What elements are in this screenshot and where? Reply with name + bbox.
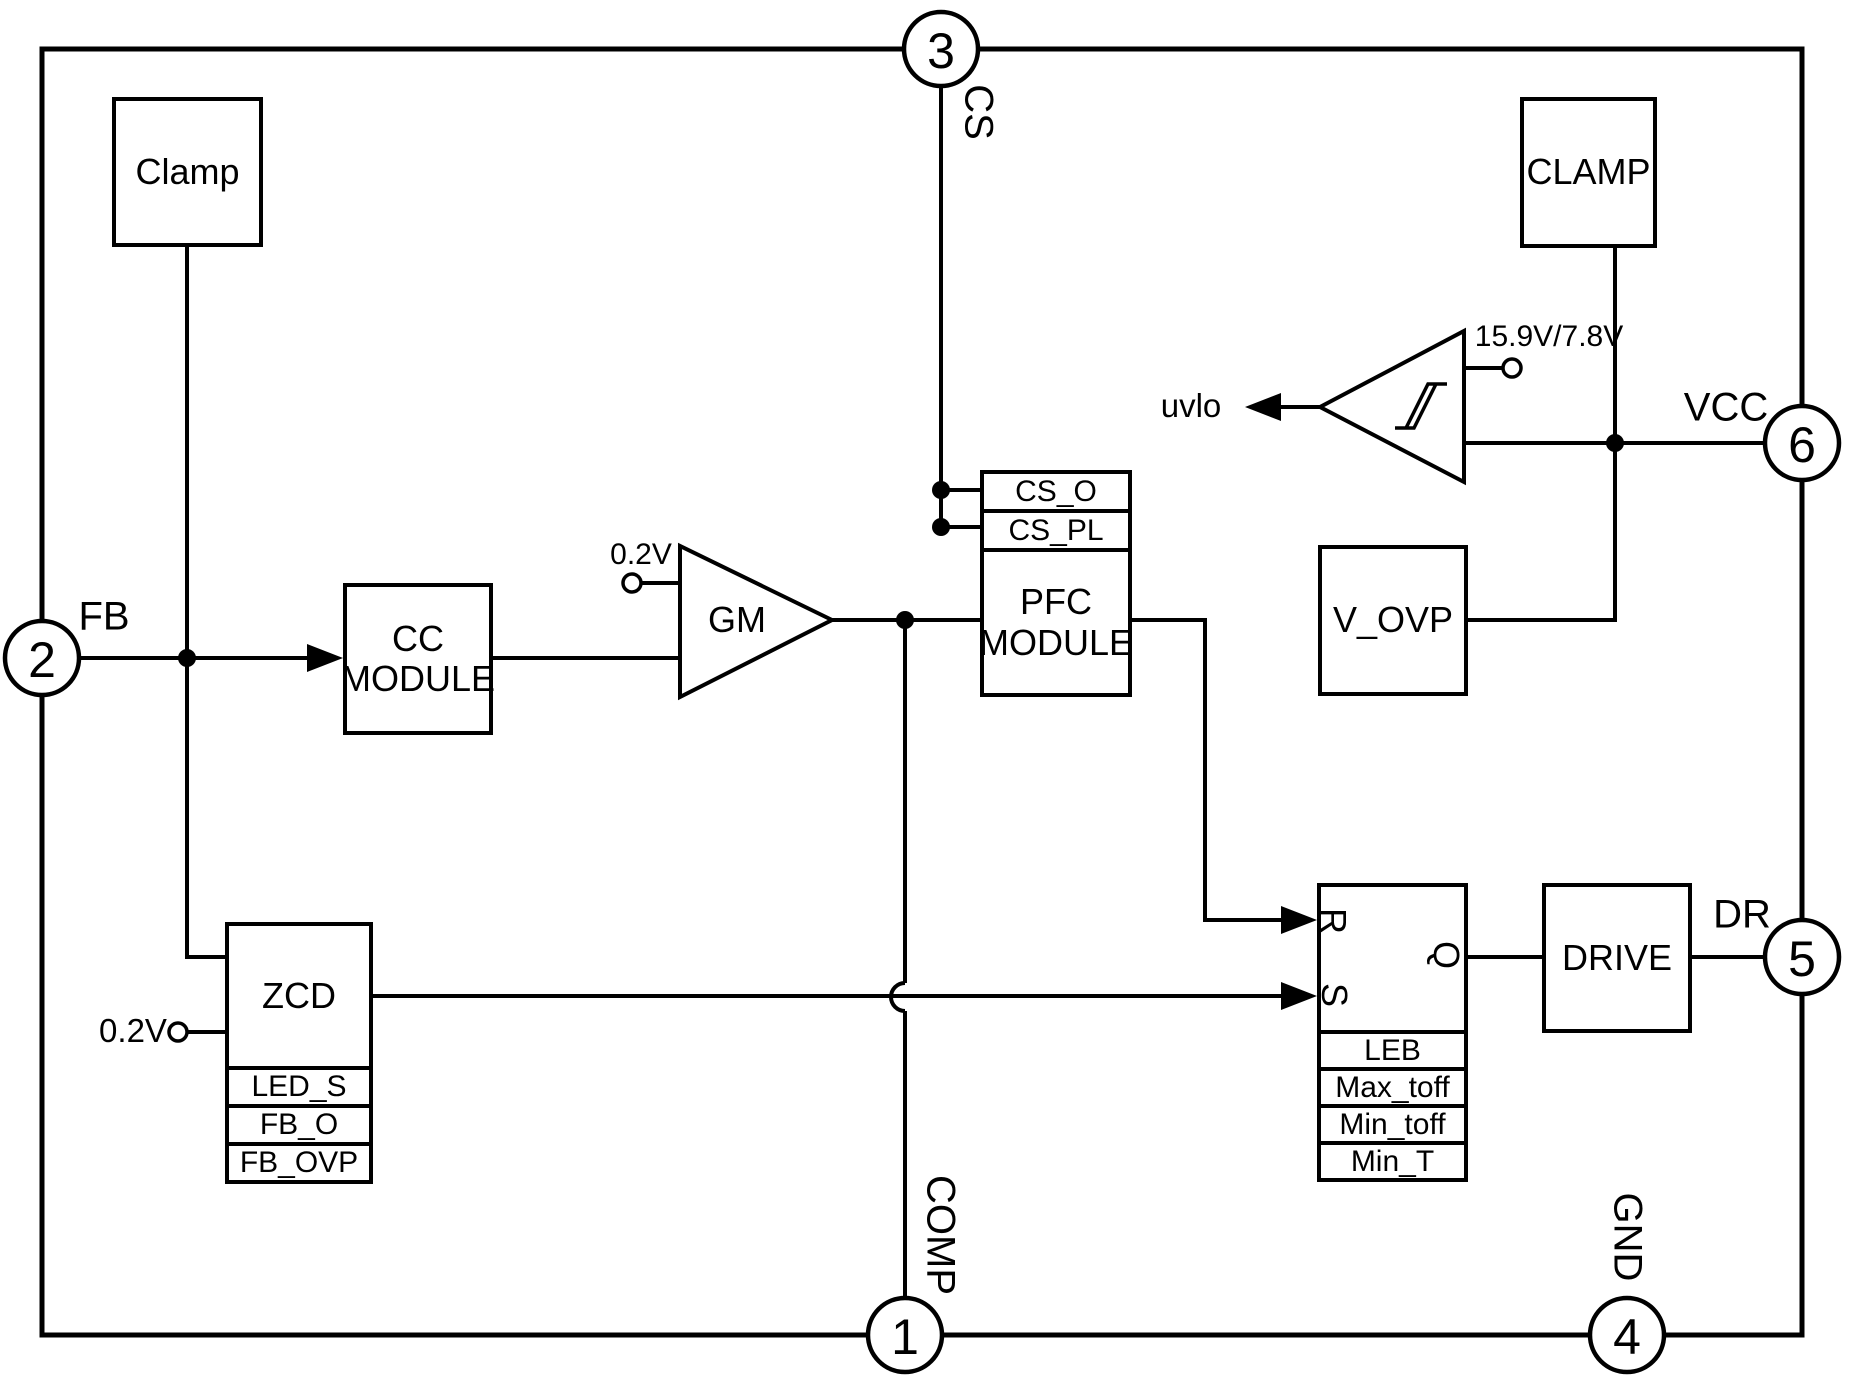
pin-1-number: 1 <box>891 1309 919 1365</box>
arrowhead-cc-input <box>307 644 343 672</box>
pin-3-number: 3 <box>927 23 955 79</box>
reference-terminals <box>167 357 1523 1043</box>
drive-block: DRIVE <box>1542 883 1692 1033</box>
v-ovp-label: V_OVP <box>1332 599 1454 641</box>
arrowhead-latch-s-input <box>1281 982 1317 1010</box>
pin-comp-net-label: COMP <box>918 1175 963 1295</box>
zcd-ref-label: 0.2V <box>99 1012 167 1049</box>
clamp-vcc-block: CLAMP <box>1520 97 1657 248</box>
uvlo-output-label: uvlo <box>1160 387 1222 424</box>
gm-ref-terminal-icon <box>621 572 643 594</box>
pin-1-circle <box>865 1295 945 1375</box>
latch-row-min-toff: Min_toff <box>1321 1104 1464 1141</box>
arrowhead-uvlo-output <box>1245 393 1281 421</box>
clamp-fb-block: Clamp <box>112 97 263 247</box>
junction-dot <box>178 649 196 667</box>
pin-gnd-net-label: GND <box>1605 1192 1650 1282</box>
latch-s-label: S <box>1314 982 1355 1008</box>
pfc-row-cs-pl-label: CS_PL <box>1008 513 1104 547</box>
pin-vcc-net-label: VCC <box>1683 385 1769 430</box>
zcd-block: ZCD LED_S FB_O FB_OVP <box>225 922 373 1184</box>
zcd-ref-terminal-icon <box>167 1021 189 1043</box>
zcd-label: ZCD <box>229 926 369 1066</box>
pin-3-circle <box>901 9 981 89</box>
pin-6-circle <box>1762 403 1842 483</box>
pin-2-number: 2 <box>28 632 56 688</box>
junction-dot <box>932 481 950 499</box>
rs-latch-block: LEB Max_toff Min_toff Min_T <box>1317 883 1468 1182</box>
uvlo-threshold-label: 15.9V/7.8V <box>1474 320 1624 353</box>
latch-row-min-toff-label: Min_toff <box>1339 1107 1446 1141</box>
zcd-label-text: ZCD <box>262 974 336 1016</box>
arrowhead-latch-r-input <box>1281 906 1317 934</box>
drive-label: DRIVE <box>1561 936 1673 978</box>
cc-module-label: CC MODULE <box>340 617 496 700</box>
junction-dot <box>932 518 950 536</box>
pin-2-circle <box>2 618 82 698</box>
pfc-module-block: CS_O CS_PL PFC MODULE <box>979 470 1133 697</box>
pin-4-circle <box>1587 1295 1667 1375</box>
latch-row-leb-label: LEB <box>1364 1033 1421 1067</box>
pfc-row-cs-pl: CS_PL <box>984 513 1128 552</box>
hysteresis-icon <box>1395 382 1447 430</box>
pfc-module-label-line2: MODULE <box>978 621 1134 663</box>
pin-5-number: 5 <box>1788 931 1816 987</box>
pin-fb-net-label: FB <box>78 594 130 639</box>
pfc-module-label-line1: PFC <box>1020 581 1092 623</box>
cc-module-label-line2: MODULE <box>340 658 496 699</box>
pin-4-number: 4 <box>1613 1309 1641 1365</box>
junction-dots <box>178 434 1624 667</box>
zcd-row-led-s-label: LED_S <box>251 1070 347 1104</box>
gm-label: GM <box>708 599 766 640</box>
pin-dr-net-label: DR <box>1713 892 1771 937</box>
clamp-fb-label: Clamp <box>135 150 240 192</box>
uvlo-comparator-triangle <box>1315 327 1466 486</box>
pin-cs-net-label: CS <box>956 84 1001 140</box>
junction-dot <box>1606 434 1624 452</box>
pin-6-number: 6 <box>1788 417 1816 473</box>
latch-row-max-toff: Max_toff <box>1321 1067 1464 1104</box>
pin-circles <box>2 9 1842 1375</box>
latch-row-min-t: Min_T <box>1321 1141 1464 1178</box>
wire-hop-icon <box>889 981 906 1013</box>
v-ovp-block: V_OVP <box>1318 545 1468 696</box>
zcd-row-led-s: LED_S <box>229 1066 369 1104</box>
zcd-row-fb-o: FB_O <box>229 1104 369 1142</box>
zcd-row-fb-ovp: FB_OVP <box>229 1142 369 1180</box>
cc-module-block: CC MODULE <box>340 583 496 735</box>
zcd-row-fb-o-label: FB_O <box>259 1108 339 1142</box>
zcd-row-fb-ovp-label: FB_OVP <box>239 1146 359 1180</box>
latch-q-label: Q <box>1426 940 1467 970</box>
latch-row-min-t-label: Min_T <box>1350 1144 1435 1178</box>
pin-5-circle <box>1762 917 1842 997</box>
pfc-row-cs-o-label: CS_O <box>1015 474 1097 508</box>
latch-r-label: R <box>1313 908 1354 934</box>
clamp-vcc-label: CLAMP <box>1526 151 1651 193</box>
gm-ref-label: 0.2V <box>610 538 672 571</box>
latch-row-leb: LEB <box>1321 1030 1464 1067</box>
latch-row-max-toff-label: Max_toff <box>1335 1070 1450 1104</box>
gm-amplifier-triangle <box>678 542 837 701</box>
pfc-row-cs-o: CS_O <box>984 474 1128 513</box>
junction-dot <box>896 611 914 629</box>
pfc-module-label: PFC MODULE <box>979 552 1133 693</box>
uvlo-threshold-terminal-icon <box>1501 357 1523 379</box>
cc-module-label-line1: CC <box>392 617 444 659</box>
